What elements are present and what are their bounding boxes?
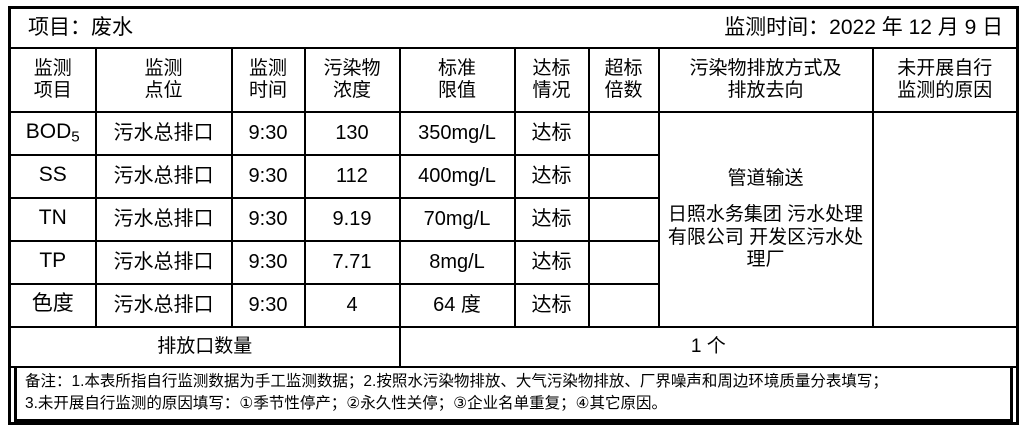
outlet-count-label: 排放口数量: [8, 326, 401, 368]
cell-standard-limit: 70mg/L: [398, 197, 516, 242]
cell-compliance-status: 达标: [513, 240, 590, 285]
col-header-monitor-item: 监测 项目: [8, 47, 97, 113]
param-name: SS: [38, 163, 67, 187]
col-header-exceedance-multiple: 超标 倍数: [587, 47, 660, 113]
self-monitoring-table: 项目：废水 监测时间：2022 年 12 月 9 日 监测 项目 监测 点位 监…: [8, 6, 1020, 425]
cell-standard-limit: 400mg/L: [398, 154, 516, 199]
cell-discharge-method: 管道输送 日照水务集团 污水处理有限公司 开发区污水处理厂: [657, 111, 874, 328]
param-name: TP: [39, 249, 67, 273]
col-header-exceedance-multiple-line2: 倍数: [604, 80, 643, 101]
cell-monitor-site: 污水总排口: [94, 154, 233, 199]
col-header-monitor-site-line1: 监测: [144, 57, 183, 79]
col-header-discharge-method-line2: 排放去向: [727, 80, 804, 101]
cell-exceedance-multiple: [587, 283, 660, 328]
discharge-destination-line3: 开发区污水处理厂: [746, 226, 864, 270]
col-header-discharge-method-line1: 污染物排放方式及: [689, 57, 842, 79]
discharge-destination-line2: 污水处理有限公司: [667, 204, 864, 248]
cell-monitor-site: 污水总排口: [94, 197, 233, 242]
cell-standard-limit: 64 度: [398, 283, 516, 328]
cell-monitor-time: 9:30: [230, 197, 306, 242]
col-header-exceedance-multiple-line1: 超标: [604, 57, 643, 79]
col-header-compliance-status-line2: 情况: [532, 80, 571, 101]
cell-monitor-time: 9:30: [230, 154, 306, 199]
col-header-standard-limit-line2: 限值: [437, 80, 476, 101]
cell-monitor-item: TN: [8, 197, 97, 242]
cell-monitor-item: 色度: [8, 283, 97, 328]
col-header-standard-limit-line1: 标准: [437, 57, 476, 79]
col-header-monitor-time: 监测 时间: [230, 47, 306, 113]
table-row: BOD5 污水总排口 9:30 130 350mg/L 达标 管道输送 日照水务…: [8, 111, 1019, 328]
cell-pollutant-concentration: 7.71: [303, 240, 401, 285]
col-header-monitor-item-line1: 监测: [33, 57, 72, 79]
monitor-date-label: 监测时间：2022 年 12 月 9 日: [724, 15, 1004, 39]
discharge-method-text: 管道输送: [727, 167, 804, 189]
param-name: BOD: [25, 120, 72, 144]
col-header-monitor-site: 监测 点位: [94, 47, 233, 113]
cell-monitor-site: 污水总排口: [94, 283, 233, 328]
cell-exceedance-multiple: [587, 111, 660, 156]
param-name: 色度: [31, 292, 74, 316]
cell-pollutant-concentration: 9.19: [303, 197, 401, 242]
col-header-discharge-method: 污染物排放方式及 排放去向: [657, 47, 874, 113]
project-label: 项目：废水: [28, 15, 133, 39]
cell-exceedance-multiple: [587, 197, 660, 242]
cell-monitor-time: 9:30: [230, 240, 306, 285]
table-row: TN 污水总排口 9:30 9.19 70mg/L 达标: [8, 197, 1018, 242]
cell-monitor-item: BOD5: [8, 111, 97, 156]
report-sheet: 项目：废水 监测时间：2022 年 12 月 9 日 监测 项目 监测 点位 监…: [8, 6, 1020, 425]
col-header-no-monitoring-reason: 未开展自行 监测的原因: [871, 47, 1019, 113]
discharge-spacer: [663, 190, 869, 204]
param-name: TN: [38, 206, 67, 230]
cell-monitor-item: TP: [8, 240, 97, 285]
cell-monitor-site: 污水总排口: [94, 240, 233, 285]
col-header-standard-limit: 标准 限值: [398, 47, 516, 113]
title-cell: 项目：废水 监测时间：2022 年 12 月 9 日: [8, 6, 1019, 49]
notes-line-2: 3.未开展自行监测的原因填写：①季节性停产；②永久性关停；③企业名单重复；④其它…: [25, 395, 668, 413]
cell-monitor-time: 9:30: [230, 111, 306, 156]
cell-compliance-status: 达标: [513, 197, 590, 242]
cell-monitor-item: SS: [8, 154, 97, 199]
outlet-count-value: 1 个: [398, 326, 1019, 368]
cell-compliance-status: 达标: [513, 154, 590, 199]
cell-no-monitoring-reason: [871, 111, 1019, 328]
outlet-count-row: 排放口数量 1 个: [8, 326, 1019, 368]
col-header-pollutant-concentration-line2: 浓度: [332, 80, 371, 101]
param-subscript: 5: [71, 128, 80, 146]
cell-exceedance-multiple: [587, 154, 660, 199]
notes-line-1: 备注：1.本表所指自行监测数据为手工监测数据；2.按照水污染物排放、大气污染物排…: [25, 373, 888, 390]
cell-standard-limit: 350mg/L: [398, 111, 516, 156]
col-header-pollutant-concentration-line1: 污染物: [323, 57, 381, 79]
table-row: SS 污水总排口 9:30 112 400mg/L 达标: [8, 154, 1018, 199]
cell-pollutant-concentration: 130: [303, 111, 401, 156]
col-header-pollutant-concentration: 污染物 浓度: [303, 47, 401, 113]
col-header-compliance-status: 达标 情况: [513, 47, 590, 113]
table-title-row: 项目：废水 监测时间：2022 年 12 月 9 日: [8, 6, 1019, 49]
col-header-monitor-site-line2: 点位: [144, 80, 183, 101]
cell-monitor-site: 污水总排口: [94, 111, 233, 156]
table-row: 色度 污水总排口 9:30 4 64 度 达标: [8, 283, 1018, 328]
cell-compliance-status: 达标: [513, 283, 590, 328]
discharge-destination-line1: 日照水务集团: [667, 204, 782, 226]
cell-standard-limit: 8mg/L: [398, 240, 516, 285]
cell-pollutant-concentration: 112: [303, 154, 401, 199]
table-row: TP 污水总排口 9:30 7.71 8mg/L 达标: [8, 240, 1018, 285]
cell-monitor-time: 9:30: [230, 283, 306, 328]
col-header-no-monitoring-reason-line2: 监测的原因: [897, 80, 993, 101]
col-header-compliance-status-line1: 达标: [532, 57, 571, 79]
col-header-monitor-time-line2: 时间: [248, 80, 287, 101]
col-header-no-monitoring-reason-line1: 未开展自行: [897, 57, 993, 79]
col-header-monitor-item-line2: 项目: [33, 80, 72, 101]
cell-compliance-status: 达标: [513, 111, 590, 156]
cell-pollutant-concentration: 4: [303, 283, 401, 328]
col-header-monitor-time-line1: 监测: [248, 57, 287, 79]
cell-exceedance-multiple: [587, 240, 660, 285]
table-header-row: 监测 项目 监测 点位 监测 时间 污染物 浓度 标准 限值 达标 情况: [8, 47, 1019, 113]
